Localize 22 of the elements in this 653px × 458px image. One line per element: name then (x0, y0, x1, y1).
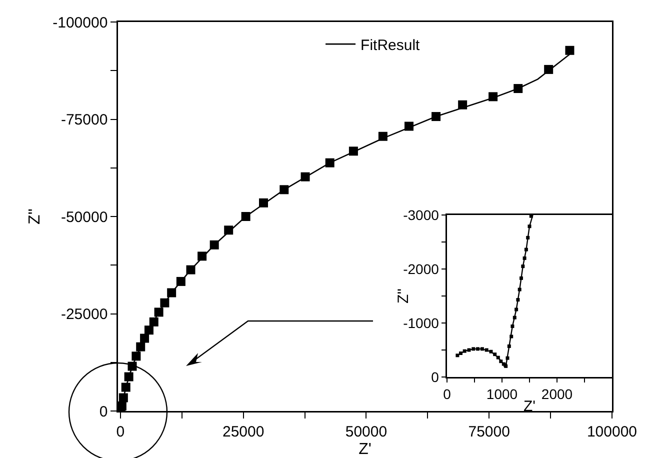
x-tick-label: 0 (443, 386, 452, 402)
x-axis-title: Z' (523, 398, 536, 415)
x-tick-label: 25000 (222, 423, 264, 440)
y-tick-label: 0 (99, 403, 108, 420)
y-tick-label: 0 (431, 368, 440, 385)
y-axis-title: Z'' (26, 208, 44, 224)
y-tick-label: -100000 (52, 14, 108, 32)
y-tick-label: -1000 (403, 314, 440, 331)
x-tick-label: 75000 (468, 423, 510, 440)
x-tick-label: 100000 (586, 423, 638, 440)
x-tick-label: 2000 (541, 386, 573, 402)
y-tick-label: -50000 (60, 208, 108, 226)
y-axis-title: Z'' (395, 288, 412, 304)
x-tick-label: 50000 (345, 423, 388, 440)
x-tick-label: 0 (116, 423, 125, 440)
x-tick-label: 1000 (486, 386, 518, 402)
y-tick-label: -25000 (60, 306, 108, 323)
legend-label: FitResult (360, 36, 421, 54)
y-tick-label: -3000 (403, 206, 440, 223)
y-tick-label: -75000 (60, 112, 108, 128)
x-axis-title: Z' (358, 441, 372, 458)
y-tick-label: -2000 (403, 260, 440, 277)
